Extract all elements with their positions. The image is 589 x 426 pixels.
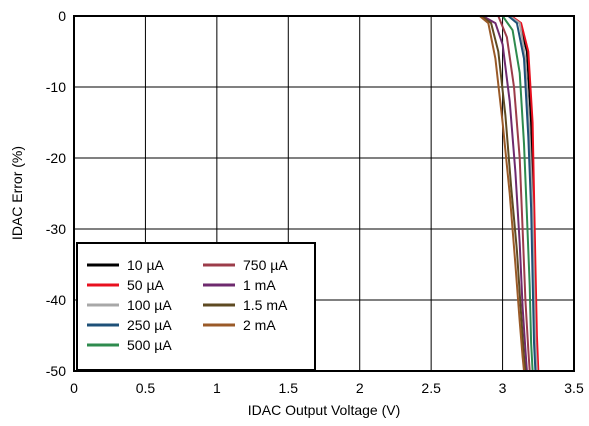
legend-label: 50 µA (127, 277, 165, 293)
x-tick-label: 1.5 (279, 380, 299, 396)
legend-label: 250 µA (127, 317, 172, 333)
x-tick-label: 2 (356, 380, 364, 396)
x-tick-label: 1 (213, 380, 221, 396)
x-axis-label: IDAC Output Voltage (V) (248, 402, 401, 418)
legend-items: 10 µA 50 µA 100 µA 250 µA 500 µA 750 µA 1 mA 1.… (87, 257, 288, 353)
series-line-4 (485, 15, 534, 372)
legend-label: 750 µA (243, 257, 288, 273)
x-tick-label: 3.5 (564, 380, 584, 396)
series-line-6 (482, 15, 528, 372)
series-layer (479, 15, 540, 372)
x-tick-labels: 0 0.5 1 1.5 2 2.5 3 3.5 (70, 380, 584, 396)
y-tick-label: -30 (46, 221, 66, 237)
legend-label: 1.5 mA (243, 297, 288, 313)
legend-label: 1 mA (243, 277, 276, 293)
series-line-3 (488, 15, 537, 372)
x-tick-label: 0.5 (136, 380, 156, 396)
y-axis-label: IDAC Error (%) (9, 146, 25, 240)
series-line-8 (479, 15, 525, 372)
y-tick-label: -20 (46, 150, 66, 166)
legend-label: 500 µA (127, 337, 172, 353)
x-tick-label: 0 (70, 380, 78, 396)
plot-frame (73, 15, 575, 372)
series-line-5 (484, 15, 531, 372)
y-tick-label: -10 (46, 79, 66, 95)
series-line-2 (488, 15, 538, 372)
y-tick-labels: 0 -10 -20 -30 -40 -50 (46, 8, 66, 379)
legend: 10 µA 50 µA 100 µA 250 µA 500 µA 750 µA 1 mA 1.… (76, 242, 316, 371)
y-tick-label: -40 (46, 292, 66, 308)
legend-label: 2 mA (243, 317, 276, 333)
y-tick-label: 0 (58, 8, 66, 24)
series-line-7 (480, 15, 527, 372)
x-tick-label: 2.5 (421, 380, 441, 396)
y-tick-label: -50 (46, 363, 66, 379)
legend-label: 100 µA (127, 297, 172, 313)
legend-label: 10 µA (127, 257, 165, 273)
x-tick-label: 3 (499, 380, 507, 396)
